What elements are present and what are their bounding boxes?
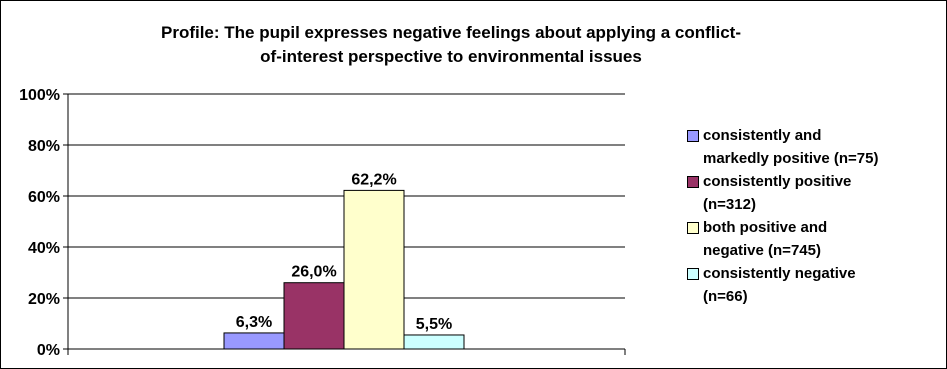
legend-item-markedly-positive: consistently and markedly positive (n=75… [687, 124, 937, 170]
legend-swatch [687, 176, 699, 188]
legend-label-cont: (n=66) [703, 288, 748, 305]
legend-label: both positive and [703, 219, 828, 236]
legend-item-consistently-positive: consistently positive (n=312) [687, 170, 937, 216]
data-label: 26,0% [291, 264, 336, 281]
y-tick-label: 80% [28, 138, 60, 155]
legend-label-cont: negative (n=745) [703, 242, 821, 259]
y-tick-label: 100% [19, 87, 60, 104]
legend-item-both: both positive and negative (n=745) [687, 216, 937, 262]
y-tick-label: 0% [37, 342, 60, 359]
legend-label: consistently positive [703, 173, 852, 190]
bar-3 [343, 189, 405, 350]
data-labels: 6,3% 26,0% 62,2% 5,5% [236, 171, 452, 333]
data-label: 62,2% [351, 171, 396, 188]
y-tick-label: 20% [28, 291, 60, 308]
data-label: 6,3% [236, 314, 272, 331]
chart-title-line-1: Profile: The pupil expresses negative fe… [160, 23, 741, 42]
y-tick-label: 40% [28, 240, 60, 257]
chart-title-line-2: of-interest perspective to environmental… [260, 47, 642, 66]
legend-label: consistently negative [703, 265, 856, 282]
bar-2 [283, 282, 345, 350]
axes: 0% 20% 40% 60% 80% 100% [19, 87, 626, 359]
legend-label-cont: markedly positive (n=75) [703, 150, 879, 167]
bar-4 [403, 334, 465, 350]
bar-1 [223, 332, 285, 350]
legend-swatch [687, 268, 699, 280]
legend: consistently and markedly positive (n=75… [687, 124, 937, 308]
legend-item-consistently-negative: consistently negative (n=66) [687, 262, 937, 308]
legend-label: consistently and [703, 127, 822, 144]
y-tick-label: 60% [28, 189, 60, 206]
legend-label-cont: (n=312) [703, 196, 756, 213]
legend-swatch [687, 130, 699, 142]
chart-title: Profile: The pupil expresses negative fe… [21, 21, 881, 69]
legend-swatch [687, 222, 699, 234]
data-label: 5,5% [416, 316, 452, 333]
